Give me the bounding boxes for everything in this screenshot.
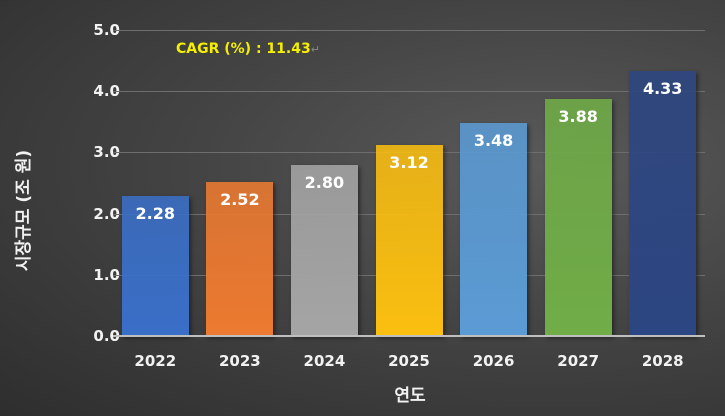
bar-2027: 3.88 — [544, 98, 612, 336]
bar-2024: 2.80 — [290, 164, 358, 336]
y-tick-label: 3.0 — [93, 143, 120, 162]
bar-value-label: 3.48 — [473, 131, 514, 151]
bar-value-label: 2.28 — [135, 204, 176, 224]
bar-2026: 3.48 — [460, 123, 528, 336]
bar-value-label: 2.80 — [304, 172, 345, 192]
y-tick-label: 4.0 — [93, 82, 120, 101]
gridline — [113, 30, 705, 31]
bar-2028: 4.33 — [629, 71, 697, 336]
y-axis-title: 시장규모 (조 원) — [2, 149, 42, 271]
bar-value-label: 2.52 — [220, 189, 260, 209]
x-tick-label: 2028 — [641, 352, 684, 370]
y-axis-title-text: 시장규모 (조 원) — [14, 149, 35, 271]
return-mark-icon: ↵ — [310, 43, 320, 56]
y-tick-label: 5.0 — [93, 21, 120, 39]
cagr-annotation: CAGR (%) : 11.43↵ — [176, 41, 320, 57]
bar-value-label: 3.88 — [558, 106, 598, 126]
x-tick-label: 2027 — [557, 352, 600, 370]
y-tick-label: 0.0 — [93, 327, 120, 345]
cagr-text: CAGR (%) : 11.43 — [176, 41, 311, 57]
x-tick-label: 2025 — [388, 352, 430, 370]
y-tick-label: 2.0 — [93, 204, 120, 223]
bar-value-label: 4.33 — [642, 79, 683, 98]
x-tick-label: 2022 — [134, 352, 177, 370]
x-tick-label: 2024 — [303, 352, 346, 370]
bar-value-label: 3.12 — [389, 153, 429, 173]
bar-2022: 2.28 — [121, 196, 189, 336]
gridline — [113, 91, 705, 92]
bar-2025: 3.12 — [375, 145, 443, 336]
x-tick-label: 2026 — [472, 352, 515, 370]
x-axis-line — [113, 335, 705, 337]
x-axis-title: 연도 — [394, 386, 426, 406]
y-tick-label: 1.0 — [93, 265, 120, 284]
bar-2023: 2.52 — [206, 181, 274, 336]
x-tick-label: 2023 — [218, 352, 261, 370]
